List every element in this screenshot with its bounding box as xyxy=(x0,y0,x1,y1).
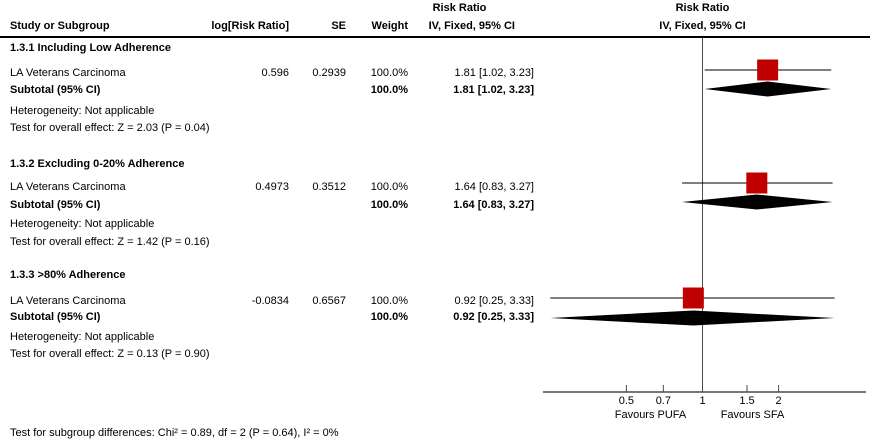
study-point-marker xyxy=(682,287,704,309)
overall-effect-row: Test for overall effect: Z = 1.42 (P = 0… xyxy=(10,236,210,248)
subtotal-label: Subtotal (95% CI) xyxy=(10,199,101,211)
study-ci: 0.92 [0.25, 3.33] xyxy=(454,295,534,307)
subtotal-diamond xyxy=(550,310,835,326)
subgroup-title: 1.3.1 Including Low Adherence xyxy=(10,42,171,54)
subtotal-label: Subtotal (95% CI) xyxy=(10,311,101,323)
study-log-rr: -0.0834 xyxy=(251,295,289,307)
study-row: LA Veterans Carcinoma -0.0834 0.6567 100… xyxy=(0,295,874,308)
study-weight: 100.0% xyxy=(370,67,408,79)
header-separator xyxy=(0,36,870,38)
heterogeneity-row: Heterogeneity: Not applicable xyxy=(10,218,155,230)
study-log-rr: 0.4973 xyxy=(255,181,289,193)
header-se: SE xyxy=(331,20,346,32)
study-name: LA Veterans Carcinoma xyxy=(10,181,126,193)
header-row-1: Risk Ratio Risk Ratio xyxy=(0,2,874,15)
study-row: LA Veterans Carcinoma 0.4973 0.3512 100.… xyxy=(0,181,874,194)
heterogeneity-row: Heterogeneity: Not applicable xyxy=(10,331,155,343)
subgroup-title: 1.3.2 Excluding 0-20% Adherence xyxy=(10,158,185,170)
header-row-2: Study or Subgroup log[Risk Ratio] SE Wei… xyxy=(0,20,874,33)
favours-right-label: Favours SFA xyxy=(721,409,785,421)
study-weight: 100.0% xyxy=(370,181,408,193)
subtotal-weight: 100.0% xyxy=(370,84,408,96)
subtotal-weight: 100.0% xyxy=(370,311,408,323)
subtotal-row: Subtotal (95% CI) 100.0% 1.81 [1.02, 3.2… xyxy=(0,84,874,97)
subgroup-title: 1.3.3 >80% Adherence xyxy=(10,269,126,281)
overall-effect-row: Test for overall effect: Z = 0.13 (P = 0… xyxy=(10,348,210,360)
study-point-marker xyxy=(746,172,768,194)
favours-left-label: Favours PUFA xyxy=(615,409,687,421)
axis-tick-label: 2 xyxy=(776,395,782,407)
axis-tick-label: 0.7 xyxy=(656,395,671,407)
subgroup-differences-row: Test for subgroup differences: Chi² = 0.… xyxy=(10,427,339,439)
study-ci: 1.64 [0.83, 3.27] xyxy=(454,181,534,193)
study-weight: 100.0% xyxy=(370,295,408,307)
header-weight: Weight xyxy=(371,20,408,32)
subtotal-row: Subtotal (95% CI) 100.0% 0.92 [0.25, 3.3… xyxy=(0,311,874,324)
axis-tick-label: 1.5 xyxy=(739,395,754,407)
study-se: 0.6567 xyxy=(312,295,346,307)
subtotal-weight: 100.0% xyxy=(370,199,408,211)
header-study-or-subgroup: Study or Subgroup xyxy=(10,20,110,32)
subtotal-diamond xyxy=(682,194,833,210)
subtotal-row: Subtotal (95% CI) 100.0% 1.64 [0.83, 3.2… xyxy=(0,199,874,212)
study-name: LA Veterans Carcinoma xyxy=(10,67,126,79)
study-row: LA Veterans Carcinoma 0.596 0.2939 100.0… xyxy=(0,67,874,80)
study-log-rr: 0.596 xyxy=(261,67,289,79)
subtotal-diamond xyxy=(704,81,832,97)
axis-tick-label: 1 xyxy=(699,395,705,407)
study-point-marker xyxy=(757,59,779,81)
plot-column-title: Risk Ratio xyxy=(675,2,730,14)
effect-column-title: Risk Ratio xyxy=(432,2,487,14)
header-effect-method: IV, Fixed, 95% CI xyxy=(428,20,515,32)
overall-effect-row: Test for overall effect: Z = 2.03 (P = 0… xyxy=(10,122,210,134)
header-log-risk-ratio: log[Risk Ratio] xyxy=(211,20,289,32)
study-ci: 1.81 [1.02, 3.23] xyxy=(454,67,534,79)
subtotal-ci: 0.92 [0.25, 3.33] xyxy=(453,311,534,323)
heterogeneity-row: Heterogeneity: Not applicable xyxy=(10,105,155,117)
study-se: 0.3512 xyxy=(312,181,346,193)
study-se: 0.2939 xyxy=(312,67,346,79)
subtotal-label: Subtotal (95% CI) xyxy=(10,84,101,96)
plot-effect-method: IV, Fixed, 95% CI xyxy=(659,20,746,32)
subtotal-ci: 1.64 [0.83, 3.27] xyxy=(453,199,534,211)
subtotal-ci: 1.81 [1.02, 3.23] xyxy=(453,84,534,96)
axis-tick-label: 0.5 xyxy=(619,395,634,407)
study-name: LA Veterans Carcinoma xyxy=(10,295,126,307)
